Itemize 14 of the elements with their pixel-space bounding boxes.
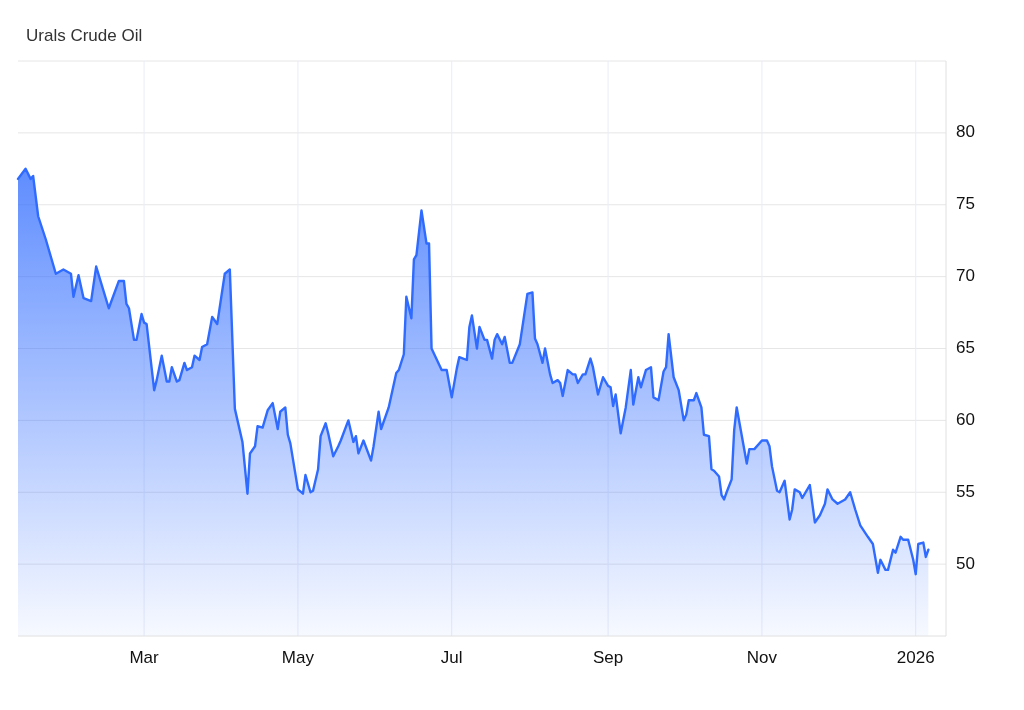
x-tick-label: Nov	[746, 648, 778, 667]
x-tick-label: Jul	[440, 648, 463, 667]
x-tick-label: 2026	[896, 648, 935, 667]
chart-title: Urals Crude Oil	[26, 26, 143, 45]
y-tick-label: 60	[956, 409, 975, 429]
x-tick-label: Mar	[129, 648, 160, 667]
y-tick-label: 70	[956, 266, 975, 286]
x-tick-label: Sep	[592, 648, 624, 667]
y-tick-label: 80	[956, 122, 975, 142]
y-tick-label: 55	[956, 481, 975, 501]
x-tick-label: May	[281, 648, 315, 667]
y-tick-label: 50	[956, 553, 975, 573]
y-tick-label: 75	[956, 194, 975, 214]
y-tick-label: 65	[956, 337, 975, 357]
